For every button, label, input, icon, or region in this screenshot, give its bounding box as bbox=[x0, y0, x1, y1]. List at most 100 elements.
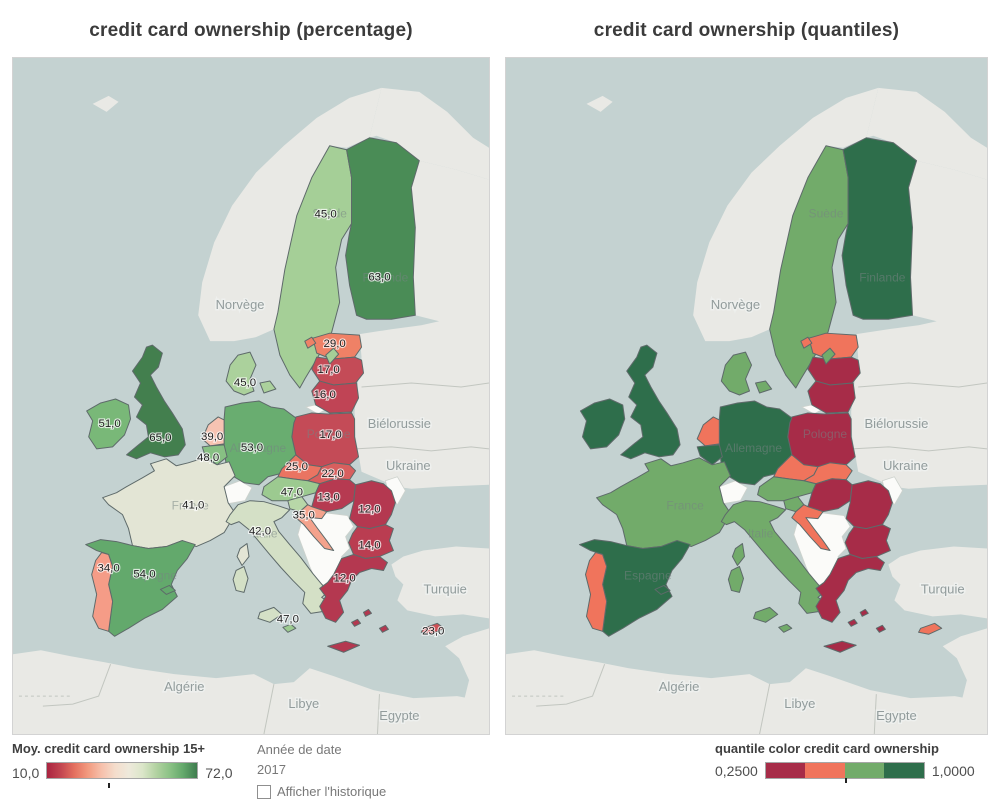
base-land bbox=[888, 546, 987, 619]
island-italie[interactable] bbox=[257, 606, 283, 623]
base-border bbox=[536, 664, 606, 707]
country-finlande[interactable] bbox=[841, 137, 918, 320]
value-label-belgique: 48,0 bbox=[197, 452, 219, 464]
country-portugal[interactable] bbox=[91, 552, 114, 632]
country-danemark[interactable] bbox=[225, 351, 257, 396]
quantile-swatch-1[interactable] bbox=[765, 763, 806, 778]
country-royaume-uni[interactable] bbox=[620, 344, 681, 460]
value-label-grece: 12,0 bbox=[333, 572, 355, 584]
country-grece[interactable] bbox=[319, 554, 388, 623]
island-estonie[interactable] bbox=[800, 336, 813, 349]
country-estonie[interactable] bbox=[808, 332, 859, 360]
basemap-label: Biélorussie bbox=[368, 416, 431, 431]
base-land bbox=[866, 87, 987, 180]
map-quantiles: Norvège Biélorussie Ukraine Turquie Algérie L… bbox=[505, 57, 988, 735]
country-bulgarie[interactable] bbox=[348, 524, 394, 560]
island-france[interactable] bbox=[731, 543, 745, 566]
left-map-title: credit card ownership (percentage) bbox=[89, 20, 413, 41]
percentage-legend-title: Moy. credit card ownership 15+ bbox=[12, 741, 206, 756]
island-grece[interactable] bbox=[859, 608, 869, 617]
show-history-label: Afficher l'historique bbox=[277, 784, 387, 799]
country-lituanie[interactable] bbox=[311, 380, 360, 414]
base-land bbox=[13, 650, 489, 734]
basemap-label: Finlande bbox=[859, 270, 906, 284]
country-finlande[interactable] bbox=[345, 137, 420, 320]
country-croatie[interactable] bbox=[791, 504, 831, 552]
country-portugal[interactable] bbox=[584, 552, 608, 632]
island-grece[interactable] bbox=[351, 618, 362, 627]
island-danemark[interactable] bbox=[755, 380, 773, 394]
basemap-label: Suède bbox=[312, 207, 347, 221]
island-estonie[interactable] bbox=[304, 336, 317, 349]
base-land bbox=[851, 160, 987, 489]
base-land bbox=[586, 95, 613, 112]
island-grece[interactable] bbox=[875, 624, 886, 633]
basemap-label: Suède bbox=[809, 207, 844, 221]
country-estonie[interactable] bbox=[312, 332, 363, 360]
island-italie[interactable] bbox=[727, 565, 744, 593]
country-irlande[interactable] bbox=[86, 398, 132, 450]
country-malte[interactable] bbox=[778, 623, 793, 633]
country-italie[interactable] bbox=[720, 500, 829, 614]
country-belgique[interactable] bbox=[696, 444, 723, 466]
base-border bbox=[858, 382, 987, 388]
value-label-finlande: 63,0 bbox=[368, 271, 390, 283]
island-suede[interactable] bbox=[821, 347, 836, 365]
country-royaume-uni[interactable] bbox=[126, 344, 186, 460]
island-italie[interactable] bbox=[753, 606, 779, 623]
percentage-legend-min: 10,0 bbox=[12, 765, 40, 781]
island-italie[interactable] bbox=[232, 565, 249, 593]
country-danemark[interactable] bbox=[720, 351, 753, 396]
country-irlande[interactable] bbox=[579, 398, 626, 450]
island-grece[interactable] bbox=[378, 624, 389, 633]
base-land bbox=[92, 95, 119, 112]
country-chypre[interactable] bbox=[420, 622, 445, 635]
basemap-label: Italie bbox=[252, 527, 278, 541]
europe-map-quantiles: Norvège Biélorussie Ukraine Turquie Algérie L… bbox=[506, 58, 987, 734]
value-label-danemark: 45,0 bbox=[234, 377, 256, 389]
year-filter-value[interactable]: 2017 bbox=[257, 762, 286, 777]
country-bulgarie[interactable] bbox=[844, 524, 891, 560]
island-grece[interactable] bbox=[363, 608, 372, 617]
island-grece[interactable] bbox=[823, 640, 857, 653]
quantile-swatch-4[interactable] bbox=[884, 763, 924, 778]
quantile-swatch-2[interactable] bbox=[805, 763, 845, 778]
percentage-gradient-bar[interactable] bbox=[46, 762, 199, 779]
value-label-roumanie: 12,0 bbox=[358, 504, 380, 516]
country-croatie[interactable] bbox=[295, 504, 335, 552]
show-history-checkbox[interactable] bbox=[257, 784, 271, 799]
island-grece[interactable] bbox=[847, 618, 858, 627]
value-label-bulgarie: 14,0 bbox=[358, 540, 380, 552]
country-chypre[interactable] bbox=[918, 622, 943, 635]
country-malte[interactable] bbox=[282, 623, 297, 633]
country-grece[interactable] bbox=[815, 554, 885, 623]
island-danemark[interactable] bbox=[259, 380, 277, 394]
country-roumanie[interactable] bbox=[845, 480, 893, 530]
quantile-swatch-3[interactable] bbox=[844, 763, 885, 778]
base-land bbox=[506, 650, 987, 734]
right-map-title: credit card ownership (quantiles) bbox=[593, 20, 900, 41]
basemap-label: Turquie bbox=[424, 581, 467, 596]
basemap-label: Egypte bbox=[876, 708, 917, 723]
basemap-label: Italie bbox=[748, 527, 774, 541]
country-hongrie[interactable] bbox=[311, 478, 357, 513]
base-land bbox=[693, 87, 879, 342]
island-france[interactable] bbox=[236, 543, 250, 566]
country-lituanie[interactable] bbox=[807, 380, 856, 414]
percentage-legend-max: 72,0 bbox=[205, 765, 233, 781]
value-label-slovaquie: 22,0 bbox=[322, 468, 344, 480]
quantile-color-bar[interactable] bbox=[764, 762, 925, 779]
base-border bbox=[361, 382, 489, 388]
base-border bbox=[355, 446, 489, 452]
island-espagne[interactable] bbox=[654, 584, 671, 595]
country-belgique[interactable] bbox=[201, 444, 228, 466]
island-grece[interactable] bbox=[327, 640, 361, 653]
base-land bbox=[369, 87, 489, 180]
country-roumanie[interactable] bbox=[349, 480, 396, 530]
island-espagne[interactable] bbox=[159, 584, 176, 595]
country-italie[interactable] bbox=[225, 500, 333, 614]
island-suede[interactable] bbox=[325, 347, 340, 365]
basemap-label: Libye bbox=[784, 696, 815, 711]
country-hongrie[interactable] bbox=[807, 478, 853, 513]
value-label-pays-bas: 39,0 bbox=[201, 431, 223, 443]
